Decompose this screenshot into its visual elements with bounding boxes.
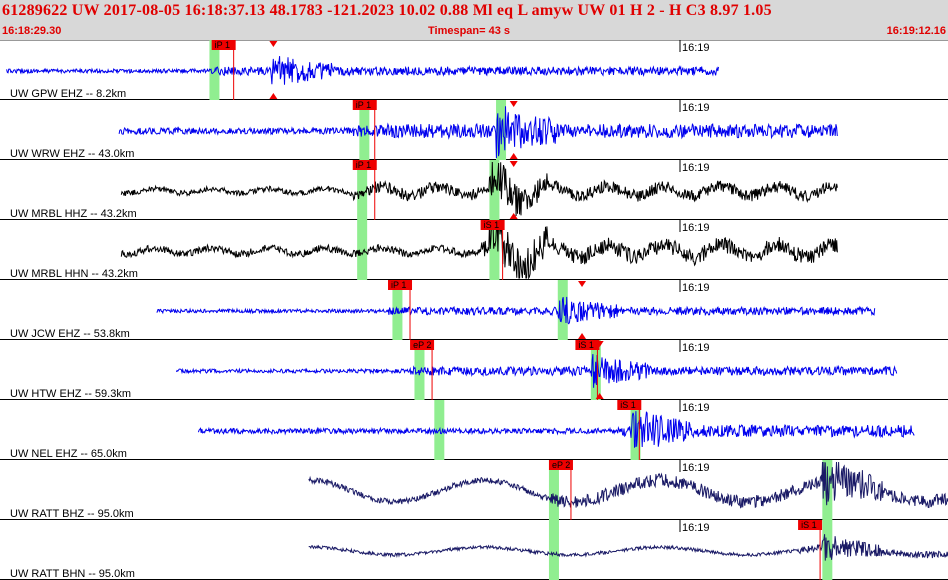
trace-panel[interactable]: iP 1 UW GPW EHZ -- 8.2km 16:19	[0, 40, 948, 100]
waveform	[120, 221, 838, 280]
pick-window	[357, 220, 368, 280]
amplitude-marker-bottom	[509, 153, 518, 159]
amplitude-marker-bottom	[269, 93, 278, 99]
pick-label: iS 1	[484, 220, 500, 230]
waveform	[156, 296, 876, 325]
waveform	[6, 56, 719, 85]
pick-label: eP 2	[552, 460, 570, 470]
station-label: UW WRW EHZ -- 43.0km	[10, 148, 134, 160]
event-header: 61289622 UW 2017-08-05 16:18:37.13 48.17…	[0, 0, 948, 41]
pick-flag	[352, 100, 377, 110]
pick-label: eP 2	[413, 340, 431, 350]
time-tick-label: 16:19	[682, 222, 710, 234]
amplitude-marker-top	[578, 281, 587, 287]
pick-label: iS 1	[801, 520, 817, 530]
waveform	[120, 161, 838, 217]
amplitude-marker-bottom	[595, 393, 604, 399]
pick-flag	[410, 340, 435, 350]
amplitude-marker-top	[269, 41, 278, 47]
pick-flag	[352, 160, 377, 170]
trace-panel[interactable]: iP 1 UW WRW EHZ -- 43.0km 16:19	[0, 100, 948, 160]
pick-label: iP 1	[391, 280, 406, 290]
time-tick-label: 16:19	[682, 42, 710, 54]
time-tick-label: 16:19	[682, 522, 710, 534]
trace-panel[interactable]: iP 1 UW MRBL HHZ -- 43.2km 16:19	[0, 160, 948, 220]
amplitude-marker-bottom	[509, 213, 518, 219]
pick-label: iS 1	[620, 400, 636, 410]
end-time: 16:19:12.16	[886, 25, 946, 37]
trace-panel[interactable]: eP 2 UW RATT BHZ -- 95.0km 16:19	[0, 460, 948, 520]
station-label: UW MRBL HHZ -- 43.2km	[10, 208, 137, 220]
pick-flag	[211, 40, 236, 50]
pick-window	[357, 160, 368, 220]
event-summary: 61289622 UW 2017-08-05 16:18:37.13 48.17…	[2, 2, 772, 19]
time-tick-label: 16:19	[682, 102, 710, 114]
time-tick-label: 16:19	[682, 162, 710, 174]
pick-window	[557, 280, 568, 340]
pick-label: iS 1	[578, 340, 594, 350]
amplitude-marker-bottom	[578, 333, 587, 339]
pick-flag	[480, 220, 505, 230]
seismogram-panel[interactable]: iP 1 UW GPW EHZ -- 8.2km 16:19 iP 1 UW WRW E…	[0, 40, 948, 580]
amplitude-marker-top	[509, 101, 518, 107]
pick-flag	[798, 520, 823, 530]
station-label: UW RATT BHZ -- 95.0km	[10, 508, 134, 520]
amplitude-marker-top	[595, 341, 604, 347]
trace-panel[interactable]: iS 1 UW MRBL HHN -- 43.2km 16:19	[0, 220, 948, 280]
station-label: UW HTW EHZ -- 59.3km	[10, 388, 131, 400]
timespan: Timespan= 43 s	[428, 25, 511, 37]
pick-flag	[548, 460, 573, 470]
pick-window	[414, 340, 425, 400]
pick-window	[489, 220, 500, 280]
pick-window	[548, 460, 559, 520]
trace-panel[interactable]: iP 1 UW JCW EHZ -- 53.8km 16:19	[0, 280, 948, 340]
amplitude-marker-top	[509, 161, 518, 167]
start-time: 16:18:29.30	[2, 25, 62, 37]
trace-panel[interactable]: eP 2 iS 1 UW HTW EHZ -- 59.3km 16:19	[0, 340, 948, 400]
pick-window	[489, 160, 500, 220]
time-tick-label: 16:19	[682, 462, 710, 474]
time-tick-label: 16:19	[682, 342, 710, 354]
pick-label: iP 1	[215, 40, 230, 50]
station-label: UW JCW EHZ -- 53.8km	[10, 328, 130, 340]
pick-label: iP 1	[356, 160, 371, 170]
time-tick-label: 16:19	[682, 402, 710, 414]
pick-flag	[617, 400, 642, 410]
pick-flag	[575, 340, 600, 350]
waveform	[118, 106, 838, 159]
station-label: UW MRBL HHN -- 43.2km	[10, 268, 138, 280]
trace-panel[interactable]: iS 1 UW RATT BHN -- 95.0km 16:19	[0, 520, 948, 580]
pick-label: iP 1	[356, 100, 371, 110]
waveform	[308, 461, 948, 509]
waveform	[308, 534, 948, 561]
trace-panel[interactable]: iS 1 UW NEL EHZ -- 65.0km 16:19	[0, 400, 948, 460]
pick-window	[548, 520, 559, 580]
station-label: UW RATT BHN -- 95.0km	[10, 568, 135, 580]
station-label: UW NEL EHZ -- 65.0km	[10, 448, 127, 460]
station-label: UW GPW EHZ -- 8.2km	[10, 88, 126, 100]
waveform	[197, 411, 915, 449]
waveform	[175, 354, 898, 388]
time-tick-label: 16:19	[682, 282, 710, 294]
pick-flag	[388, 280, 413, 290]
